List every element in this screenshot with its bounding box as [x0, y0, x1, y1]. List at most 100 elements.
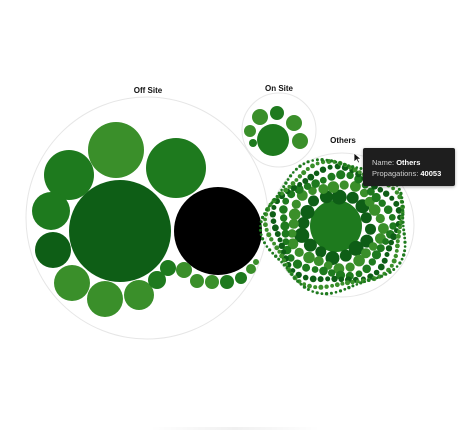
leaf-bubble[interactable]	[359, 281, 363, 285]
leaf-bubble[interactable]	[274, 254, 278, 258]
leaf-bubble[interactable]	[282, 197, 290, 205]
leaf-bubble[interactable]	[277, 191, 281, 195]
leaf-bubble[interactable]	[319, 166, 327, 173]
leaf-bubble[interactable]	[347, 164, 350, 168]
leaf-bubble[interactable]	[310, 200, 362, 252]
leaf-bubble[interactable]	[287, 229, 297, 238]
leaf-bubble[interactable]	[308, 195, 319, 207]
leaf-bubble[interactable]	[354, 174, 363, 184]
leaf-bubble[interactable]	[302, 263, 311, 272]
leaf-bubble[interactable]	[365, 223, 376, 235]
leaf-bubble[interactable]	[292, 133, 308, 149]
leaf-bubble[interactable]	[289, 174, 293, 178]
leaf-bubble[interactable]	[263, 222, 268, 228]
leaf-bubble[interactable]	[392, 268, 396, 271]
leaf-bubble[interactable]	[324, 284, 329, 289]
leaf-bubble[interactable]	[403, 249, 407, 253]
leaf-bubble[interactable]	[381, 257, 388, 264]
leaf-bubble[interactable]	[315, 246, 327, 258]
leaf-bubble[interactable]	[274, 245, 280, 251]
leaf-bubble[interactable]	[375, 213, 385, 224]
leaf-bubble[interactable]	[399, 191, 403, 196]
leaf-bubble[interactable]	[272, 197, 277, 202]
leaf-bubble[interactable]	[368, 204, 381, 216]
leaf-bubble[interactable]	[401, 212, 405, 217]
leaf-bubble[interactable]	[298, 164, 302, 168]
leaf-bubble[interactable]	[176, 262, 192, 278]
leaf-bubble[interactable]	[69, 180, 171, 282]
leaf-bubble[interactable]	[402, 228, 406, 232]
leaf-bubble[interactable]	[285, 266, 289, 270]
leaf-bubble[interactable]	[334, 282, 340, 288]
leaf-bubble[interactable]	[287, 269, 292, 273]
leaf-bubble[interactable]	[319, 176, 327, 184]
leaf-bubble[interactable]	[302, 282, 307, 287]
leaf-bubble[interactable]	[380, 274, 384, 278]
leaf-bubble[interactable]	[320, 292, 324, 295]
leaf-bubble[interactable]	[330, 283, 334, 288]
leaf-bubble[interactable]	[269, 237, 274, 242]
leaf-bubble[interactable]	[264, 227, 269, 232]
leaf-bubble[interactable]	[401, 204, 405, 208]
leaf-bubble[interactable]	[403, 240, 407, 244]
leaf-bubble[interactable]	[395, 239, 400, 244]
leaf-bubble[interactable]	[205, 275, 219, 289]
leaf-bubble[interactable]	[290, 273, 294, 276]
leaf-bubble[interactable]	[311, 159, 315, 162]
leaf-bubble[interactable]	[351, 165, 355, 169]
leaf-bubble[interactable]	[350, 279, 355, 285]
leaf-bubble[interactable]	[367, 278, 371, 282]
leaf-bubble[interactable]	[281, 258, 287, 263]
leaf-bubble[interactable]	[371, 277, 375, 281]
leaf-bubble[interactable]	[288, 208, 301, 221]
leaf-bubble[interactable]	[376, 276, 379, 280]
leaf-bubble[interactable]	[282, 238, 290, 246]
leaf-bubble[interactable]	[315, 158, 319, 162]
leaf-bubble[interactable]	[279, 253, 285, 259]
leaf-bubble[interactable]	[303, 182, 312, 190]
leaf-bubble[interactable]	[260, 237, 265, 241]
leaf-bubble[interactable]	[351, 284, 355, 288]
leaf-bubble[interactable]	[390, 233, 398, 241]
leaf-bubble[interactable]	[302, 162, 306, 166]
leaf-bubble[interactable]	[355, 166, 359, 169]
leaf-bubble[interactable]	[160, 260, 176, 276]
leaf-bubble[interactable]	[371, 192, 381, 203]
leaf-bubble[interactable]	[383, 205, 393, 214]
leaf-bubble[interactable]	[331, 275, 338, 283]
leaf-bubble[interactable]	[278, 242, 285, 249]
leaf-bubble[interactable]	[297, 174, 303, 179]
leaf-bubble[interactable]	[268, 248, 272, 252]
leaf-bubble[interactable]	[269, 211, 276, 218]
leaf-bubble[interactable]	[339, 180, 349, 190]
leaf-bubble[interactable]	[395, 233, 401, 239]
leaf-bubble[interactable]	[313, 285, 318, 290]
leaf-bubble[interactable]	[355, 279, 360, 284]
leaf-bubble[interactable]	[389, 195, 395, 201]
leaf-bubble[interactable]	[148, 271, 166, 289]
leaf-bubble[interactable]	[389, 263, 394, 268]
leaf-bubble[interactable]	[244, 125, 256, 137]
leaf-bubble[interactable]	[309, 275, 317, 283]
leaf-bubble[interactable]	[287, 238, 299, 250]
leaf-bubble[interactable]	[286, 115, 302, 131]
leaf-bubble[interactable]	[315, 161, 320, 166]
leaf-bubble[interactable]	[400, 196, 404, 200]
leaf-bubble[interactable]	[328, 269, 336, 277]
leaf-bubble[interactable]	[265, 245, 269, 248]
leaf-bubble[interactable]	[346, 171, 354, 180]
leaf-bubble-highlighted[interactable]	[174, 187, 262, 275]
leaf-bubble[interactable]	[318, 184, 329, 194]
leaf-bubble[interactable]	[35, 232, 71, 268]
leaf-bubble[interactable]	[282, 263, 286, 267]
leaf-bubble[interactable]	[277, 249, 282, 254]
leaf-bubble[interactable]	[393, 200, 400, 207]
leaf-bubble[interactable]	[307, 283, 312, 289]
leaf-bubble[interactable]	[382, 238, 389, 245]
leaf-bubble[interactable]	[307, 173, 315, 181]
leaf-bubble[interactable]	[403, 245, 407, 248]
leaf-bubble[interactable]	[398, 261, 402, 265]
leaf-bubble[interactable]	[279, 191, 284, 196]
leaf-bubble[interactable]	[338, 289, 343, 293]
leaf-bubble[interactable]	[87, 281, 123, 317]
